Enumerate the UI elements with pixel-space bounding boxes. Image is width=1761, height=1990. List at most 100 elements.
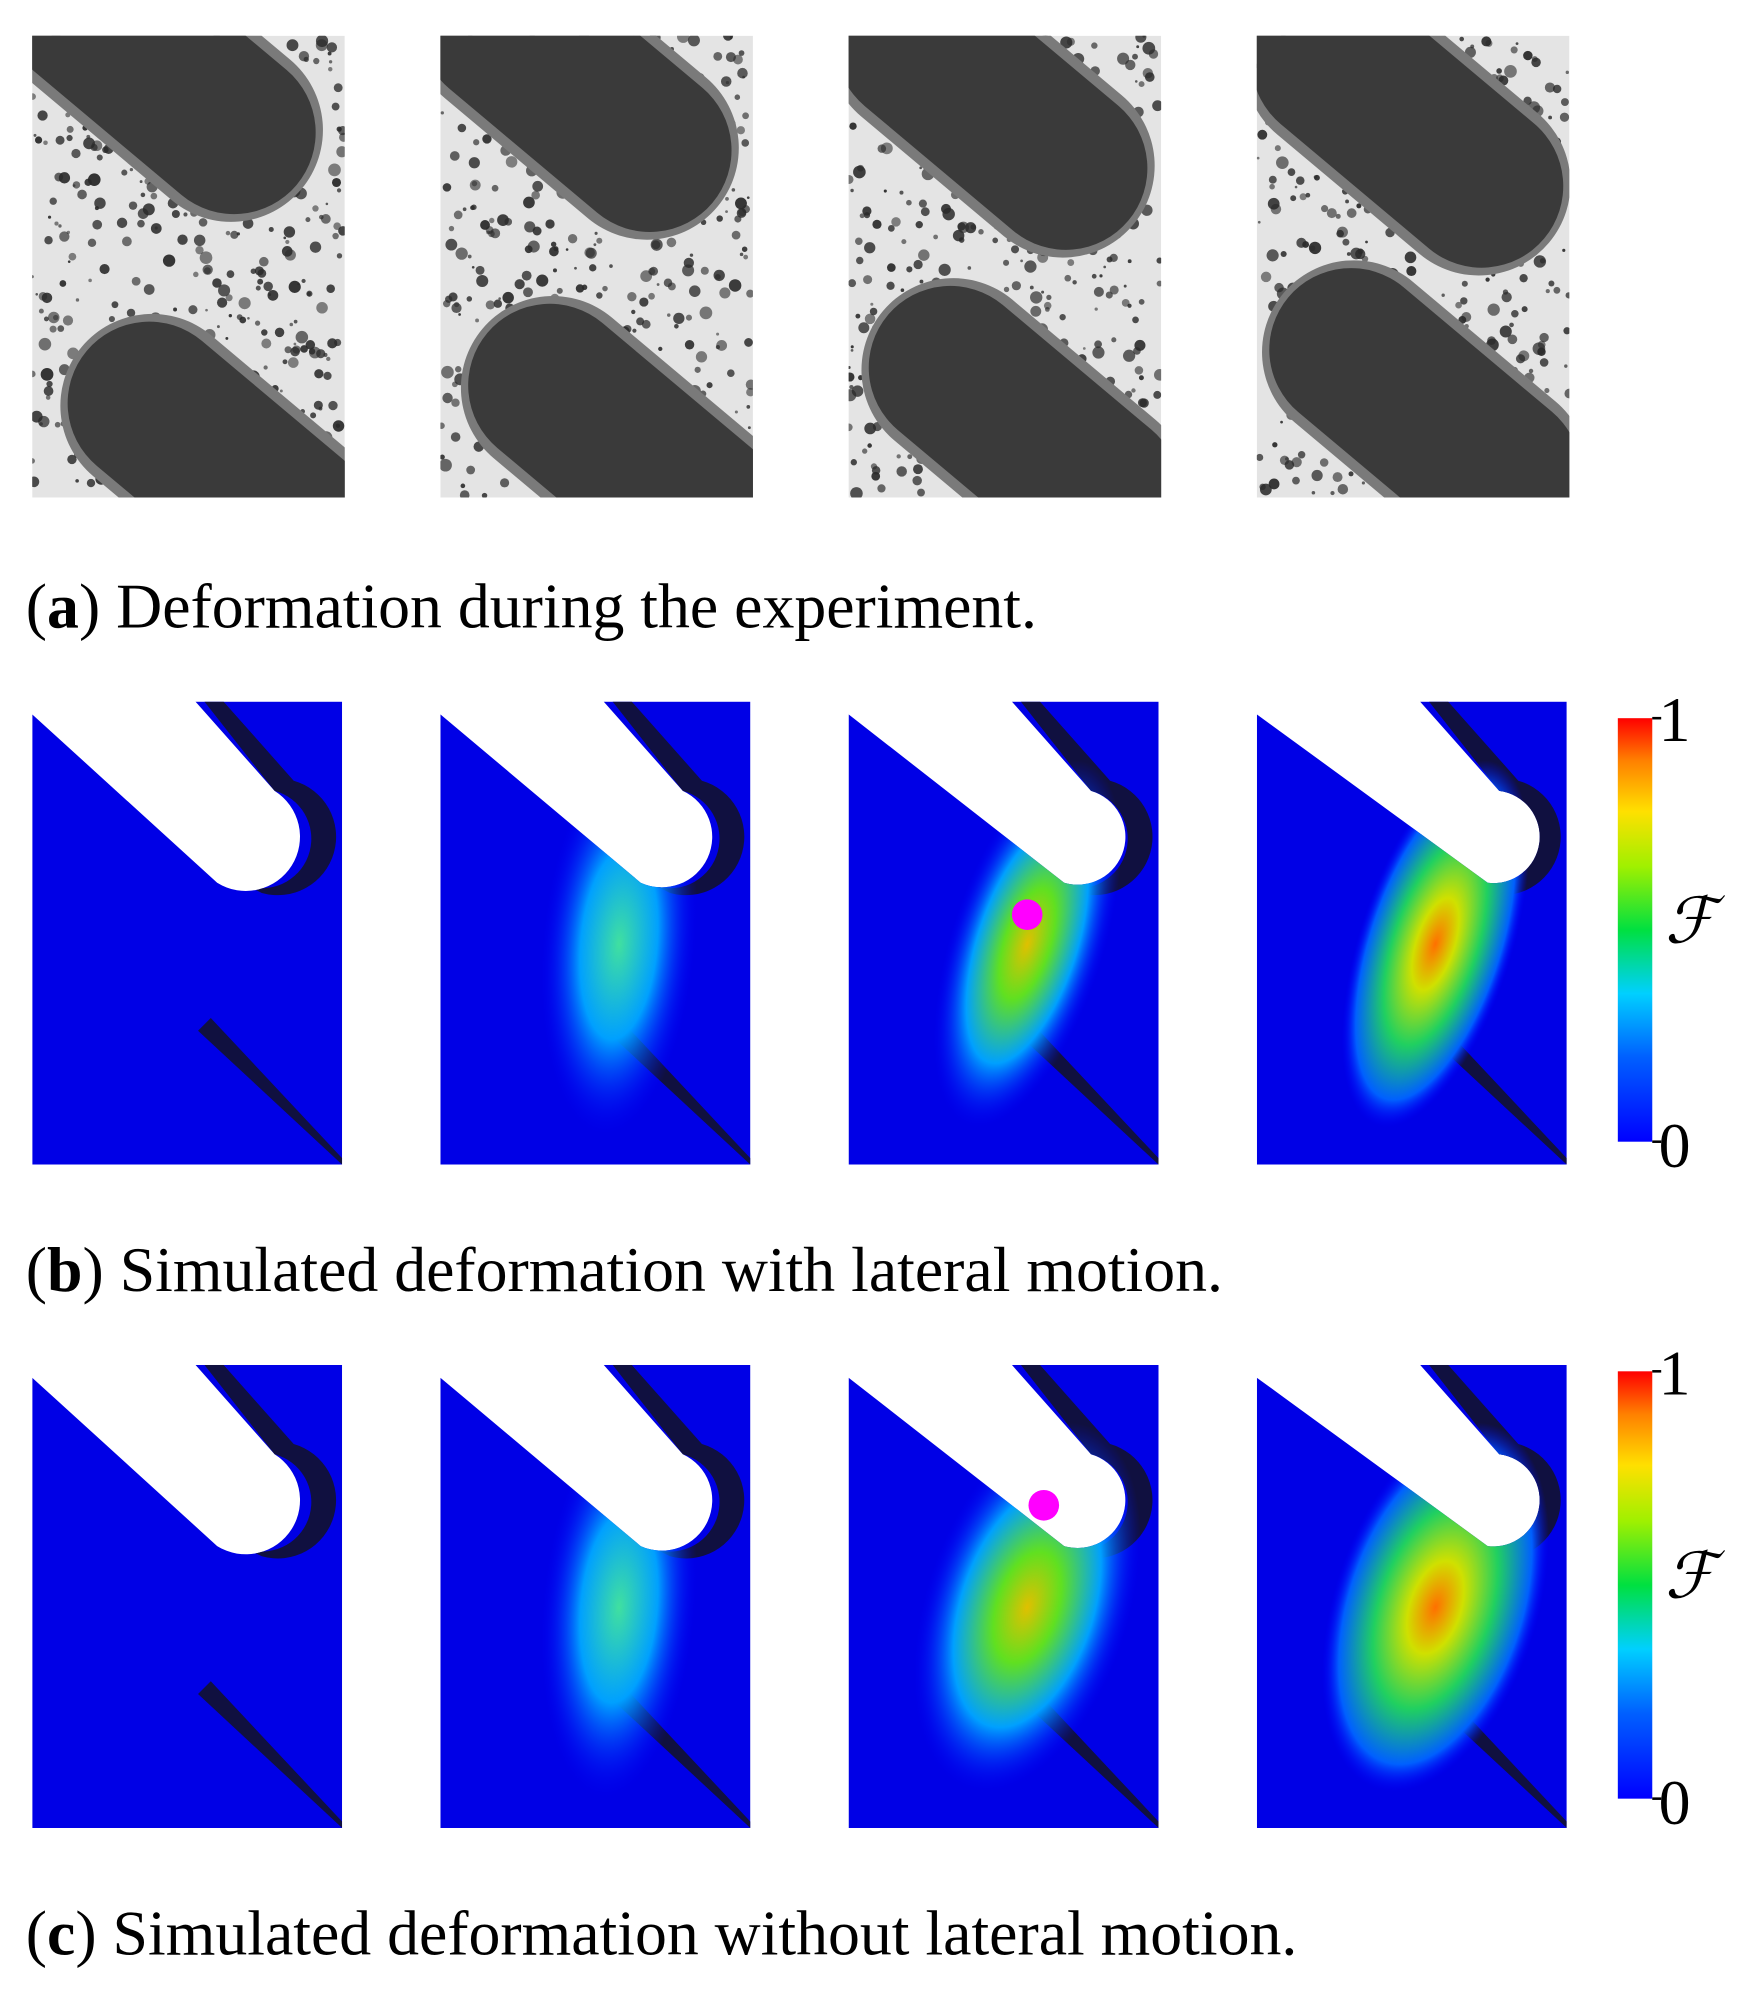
speckle: [62, 315, 74, 326]
speckle: [198, 218, 208, 227]
speckle: [325, 202, 329, 206]
speckle: [497, 214, 509, 226]
speckle: [870, 302, 874, 306]
speckle: [869, 307, 878, 316]
speckle: [86, 478, 96, 488]
simulation: [32, 701, 343, 1165]
speckle: [514, 279, 525, 290]
speckle: [609, 264, 613, 268]
speckle: [1092, 346, 1105, 359]
speckle: [596, 237, 603, 244]
speckle: [1531, 57, 1541, 68]
speckle: [1294, 185, 1298, 189]
speckle: [1072, 280, 1077, 285]
speckle: [648, 292, 655, 300]
speckle: [739, 252, 744, 257]
speckle: [1545, 288, 1550, 294]
speckle: [336, 253, 343, 259]
speckle: [32, 275, 34, 279]
speckle: [287, 357, 299, 368]
speckle: [862, 448, 868, 454]
speckle: [849, 122, 857, 130]
speckle: [1518, 350, 1530, 362]
photo: [32, 35, 345, 498]
speckle: [658, 346, 663, 351]
speckle: [468, 157, 480, 169]
speckle: [550, 241, 557, 248]
speckle: [326, 42, 338, 53]
speckle: [745, 379, 753, 390]
speckle: [1111, 337, 1117, 343]
speckle: [305, 217, 311, 223]
speckle: [59, 231, 70, 242]
speckle: [667, 313, 671, 317]
speckle: [887, 263, 896, 272]
speckle: [453, 210, 463, 220]
speckle: [32, 476, 40, 488]
speckle: [912, 475, 922, 486]
speckle: [1523, 50, 1533, 61]
speckle: [1011, 245, 1020, 254]
speckle: [731, 188, 736, 192]
speckle: [746, 289, 753, 298]
speckle: [66, 230, 71, 235]
speckle: [524, 245, 533, 254]
speckle: [54, 172, 64, 182]
speckle: [1548, 280, 1555, 287]
speckle: [332, 232, 339, 240]
speckle: [66, 125, 74, 133]
speckle: [863, 275, 873, 285]
speckle: [850, 345, 854, 349]
speckle: [1533, 255, 1547, 268]
speckle: [967, 266, 972, 270]
speckle: [1091, 273, 1097, 279]
caption: (a) Deformation during the experiment.: [26, 571, 1037, 642]
speckle: [102, 146, 109, 154]
speckle: [1544, 387, 1550, 394]
speckle: [736, 126, 745, 135]
speckle: [462, 207, 467, 212]
speckle: [45, 395, 51, 400]
speckle: [719, 287, 731, 299]
speckle: [459, 490, 470, 498]
speckle: [1309, 245, 1316, 251]
marker-point: [1028, 1489, 1060, 1521]
speckle: [308, 348, 316, 355]
speckle: [319, 214, 324, 220]
speckle: [32, 93, 36, 100]
caption-label: a: [47, 571, 79, 642]
speckle: [310, 412, 317, 419]
speckle: [1509, 322, 1514, 328]
speckle: [481, 492, 488, 498]
colorbar-symbol: ℱ: [1665, 1540, 1726, 1614]
simulation: [440, 1364, 751, 1828]
speckle: [212, 278, 222, 288]
speckle: [1313, 175, 1318, 179]
speckle: [482, 134, 492, 144]
speckle: [323, 352, 328, 357]
speckle: [475, 318, 479, 323]
sim-body: [848, 701, 1159, 1165]
photo: [848, 35, 1162, 498]
speckle: [150, 223, 162, 234]
speckle: [1311, 490, 1316, 495]
speckle: [306, 291, 312, 296]
speckle: [1123, 284, 1127, 288]
speckle: [1268, 175, 1277, 184]
speckle: [850, 459, 857, 466]
speckle: [1138, 81, 1145, 88]
speckle: [585, 247, 597, 259]
speckle: [445, 295, 453, 303]
speckle: [43, 386, 54, 396]
speckle: [228, 313, 233, 318]
speckle: [856, 256, 864, 265]
speckle: [498, 297, 502, 300]
speckle: [1064, 274, 1072, 282]
speckle: [84, 178, 92, 186]
speckle: [1003, 286, 1010, 293]
speckle: [933, 234, 939, 240]
speckle: [293, 342, 297, 346]
speckle: [523, 196, 535, 209]
speckle: [1404, 251, 1417, 264]
speckle: [685, 314, 693, 321]
